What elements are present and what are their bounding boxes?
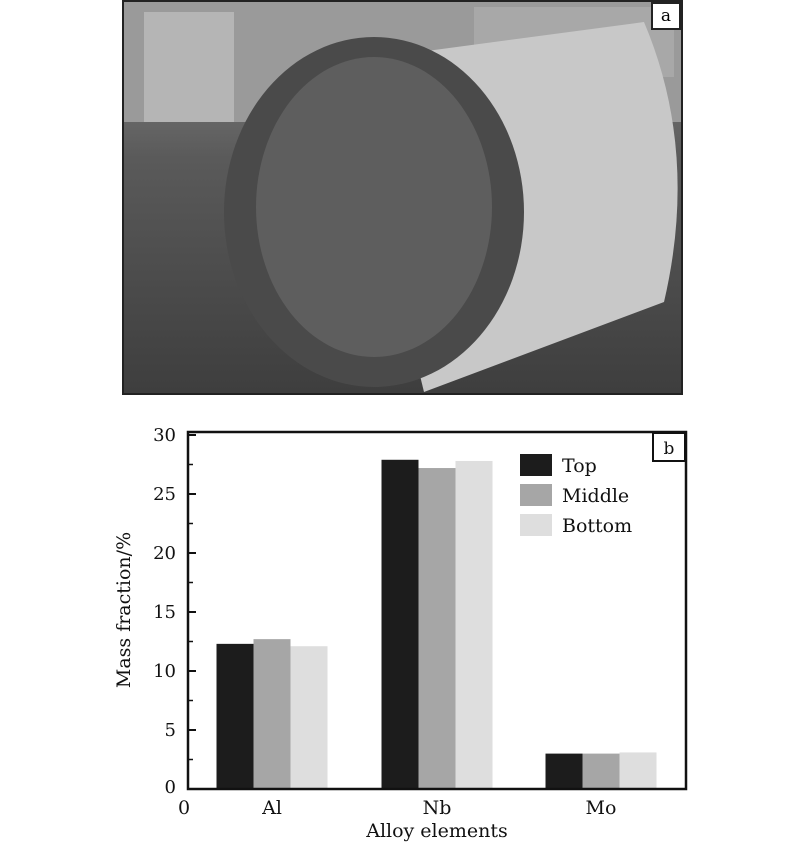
ingot-photo: a: [122, 0, 683, 395]
y-tick-label: 0: [165, 777, 176, 798]
panel-label-b-box: [652, 432, 686, 462]
y-axis-label: Mass fraction/%: [113, 532, 135, 688]
plot-frame: [186, 430, 688, 791]
ingot-photo-illustration: [124, 2, 681, 392]
bar-nb-top: [381, 459, 419, 789]
x-axis-label: Alloy elements: [365, 820, 508, 842]
legend-swatch-top: [520, 454, 552, 476]
bar-mo-bottom: [619, 752, 657, 789]
legend-swatch-bottom: [520, 514, 552, 536]
bar-nb-middle: [418, 468, 456, 789]
legend-swatch-middle: [520, 484, 552, 506]
y-tick-label: 5: [165, 720, 176, 741]
bar-al-middle: [253, 639, 291, 789]
x-tick-label: Nb: [423, 797, 452, 819]
panel-label-a: a: [650, 2, 681, 30]
panel-label-b: b: [664, 439, 675, 459]
x-origin-label: 0: [178, 797, 190, 819]
bar-nb-bottom: [455, 460, 493, 789]
y-tick-label: 15: [153, 602, 176, 623]
y-tick-label: 20: [153, 543, 176, 564]
x-tick-label: Al: [261, 797, 282, 819]
x-tick-label: Mo: [586, 797, 617, 819]
bar-al-bottom: [290, 646, 328, 789]
legend-label: Bottom: [562, 515, 632, 537]
bar-mo-top: [545, 753, 583, 789]
y-tick-label: 10: [153, 661, 176, 682]
y-tick-label: 30: [153, 425, 176, 446]
bar-mo-middle: [582, 753, 620, 789]
legend-label: Top: [562, 455, 597, 477]
y-tick-label: 25: [153, 484, 176, 505]
legend-label: Middle: [562, 485, 629, 507]
bar-al-top: [216, 643, 254, 789]
